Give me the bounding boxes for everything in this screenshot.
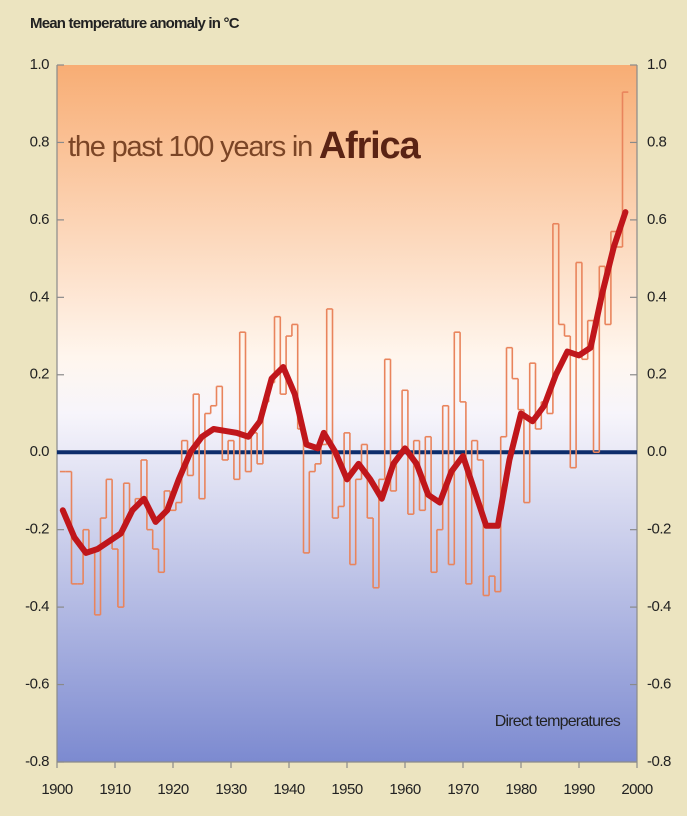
y2-tick-label: -0.4 xyxy=(647,598,671,615)
y2-tick-label: -0.2 xyxy=(647,521,671,538)
x-tick-label: 1900 xyxy=(41,781,73,798)
y-tick-label: -0.4 xyxy=(25,598,49,615)
x-tick-label: 1980 xyxy=(505,781,537,798)
axis-title: Mean temperature anomaly in °C xyxy=(30,15,240,32)
y2-tick-label: -0.6 xyxy=(647,676,671,693)
title-text: the past 100 years in xyxy=(68,131,312,163)
y-tick-label: 0.8 xyxy=(30,133,50,150)
y-tick-label: 0.0 xyxy=(30,443,50,460)
y-tick-label: -0.6 xyxy=(25,676,49,693)
y2-tick-label: 0.6 xyxy=(647,211,667,228)
x-tick-label: 1930 xyxy=(215,781,247,798)
x-tick-label: 1990 xyxy=(563,781,595,798)
smoothed-line xyxy=(59,209,629,556)
x-tick-label: 1910 xyxy=(99,781,131,798)
x-tick-label: 1970 xyxy=(447,781,479,798)
x-tick-label: 2000 xyxy=(621,781,653,798)
y-tick-label: -0.2 xyxy=(25,521,49,538)
y2-tick-label: 0.0 xyxy=(647,443,667,460)
y2-tick-label: 0.2 xyxy=(647,366,667,383)
y-tick-label: 1.0 xyxy=(30,56,50,73)
y-tick-label: 0.4 xyxy=(30,288,50,305)
y2-tick-label: 0.8 xyxy=(647,133,667,150)
annotation: Direct temperatures xyxy=(495,713,621,730)
y-tick-label: 0.2 xyxy=(30,366,50,383)
y2-tick-label: -0.8 xyxy=(647,753,671,770)
title-emphasis: Africa xyxy=(319,125,422,167)
chart-title: the past 100 years in Africa xyxy=(68,125,421,167)
x-tick-label: 1920 xyxy=(157,781,189,798)
y-tick-label: -0.8 xyxy=(25,753,49,770)
y2-tick-label: 0.4 xyxy=(647,288,667,305)
y2-tick-label: 1.0 xyxy=(647,56,667,73)
y-tick-label: 0.6 xyxy=(30,211,50,228)
x-tick-label: 1950 xyxy=(331,781,363,798)
x-tick-label: 1940 xyxy=(273,781,305,798)
x-tick-label: 1960 xyxy=(389,781,421,798)
